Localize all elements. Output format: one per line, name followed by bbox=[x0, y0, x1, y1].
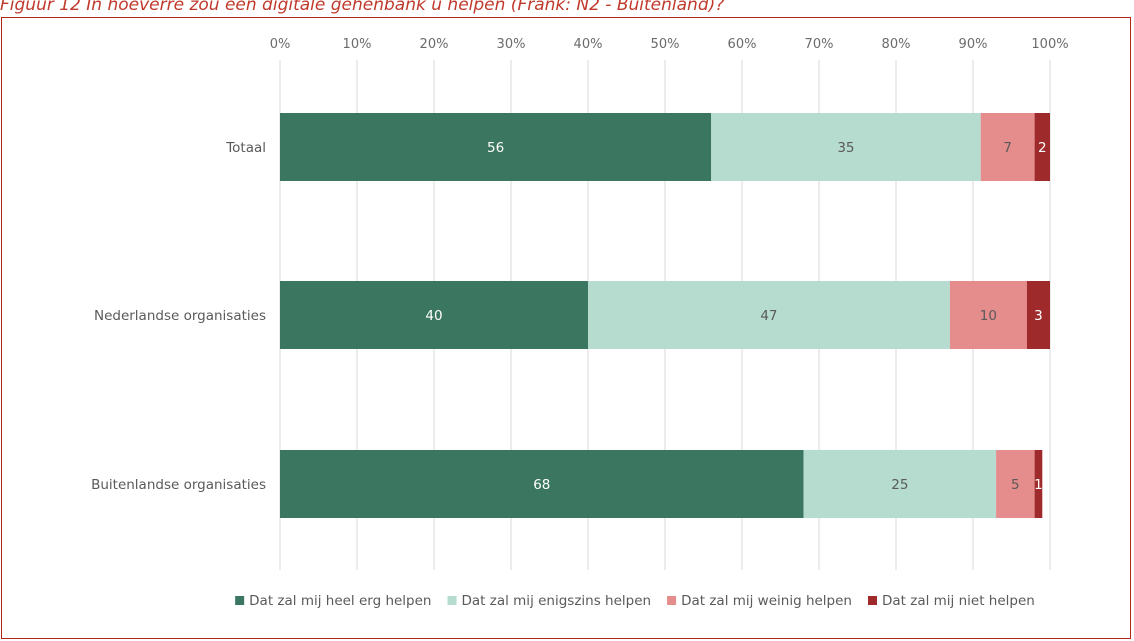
legend-label: Dat zal mij heel erg helpen bbox=[249, 593, 431, 609]
legend-label: Dat zal mij weinig helpen bbox=[681, 593, 852, 609]
figure-caption: Figuur 12 In hoeverre zou een digitale g… bbox=[0, 0, 725, 15]
data-label: 47 bbox=[760, 308, 777, 324]
bar-segment bbox=[996, 450, 1035, 518]
bar-segment bbox=[280, 281, 588, 349]
x-tick-label: 20% bbox=[420, 37, 449, 52]
bar-segment bbox=[980, 113, 1035, 181]
legend: Dat zal mij heel erg helpen Dat zal mij e… bbox=[235, 593, 1035, 609]
legend-swatch bbox=[235, 596, 245, 605]
bar-segment bbox=[1026, 281, 1050, 349]
category-labels: Totaal Nederlandse organisaties Buitenland… bbox=[91, 140, 266, 493]
legend-swatch bbox=[447, 596, 457, 605]
x-tick-label: 40% bbox=[574, 37, 603, 52]
data-label: 68 bbox=[533, 477, 550, 493]
x-tick-label: 0% bbox=[270, 37, 291, 52]
x-tick-label: 100% bbox=[1031, 37, 1068, 52]
x-tick-label: 60% bbox=[728, 37, 757, 52]
category-label: Buitenlandse organisaties bbox=[91, 477, 266, 493]
chart-frame: 0% 10% 20% 30% 40% 50% 60% 70% 80% 90% 100% Totaal… bbox=[1, 17, 1131, 639]
x-tick-label: 70% bbox=[805, 37, 834, 52]
category-label: Totaal bbox=[225, 140, 266, 156]
legend-label: Dat zal mij niet helpen bbox=[882, 593, 1035, 609]
x-tick-label: 10% bbox=[343, 37, 372, 52]
bar-segment bbox=[949, 281, 1027, 349]
legend-item: Dat zal mij weinig helpen bbox=[667, 593, 852, 609]
x-tick-label: 50% bbox=[651, 37, 680, 52]
data-label: 1 bbox=[1034, 477, 1043, 493]
legend-label: Dat zal mij enigszins helpen bbox=[462, 593, 652, 609]
bar-segment bbox=[280, 450, 804, 518]
x-tick-label: 30% bbox=[497, 37, 526, 52]
legend-swatch bbox=[867, 596, 877, 605]
legend-item: Dat zal mij heel erg helpen bbox=[235, 593, 432, 609]
legend-swatch bbox=[667, 596, 677, 605]
data-label: 10 bbox=[980, 308, 997, 324]
x-axis-ticks: 0% 10% 20% 30% 40% 50% 60% 70% 80% 90% 100% bbox=[270, 37, 1069, 52]
bar-segment bbox=[711, 113, 981, 181]
category-label: Nederlandse organisaties bbox=[94, 308, 266, 324]
data-label: 35 bbox=[837, 140, 854, 156]
legend-item: Dat zal mij enigszins helpen bbox=[447, 593, 652, 609]
legend-item: Dat zal mij niet helpen bbox=[867, 593, 1035, 609]
data-label: 3 bbox=[1034, 308, 1043, 324]
data-label: 5 bbox=[1011, 477, 1020, 493]
x-tick-label: 80% bbox=[882, 37, 911, 52]
bar-segment bbox=[1034, 450, 1043, 518]
bar-segment bbox=[588, 281, 950, 349]
data-label: 40 bbox=[425, 308, 442, 324]
bar-segment bbox=[1034, 113, 1050, 181]
stacked-bar-chart: 0% 10% 20% 30% 40% 50% 60% 70% 80% 90% 100% Totaal… bbox=[91, 37, 1069, 609]
x-tick-label: 90% bbox=[959, 37, 988, 52]
bar-segment bbox=[280, 113, 712, 181]
data-label: 7 bbox=[1003, 140, 1012, 156]
data-label: 56 bbox=[487, 140, 504, 156]
data-label: 25 bbox=[891, 477, 908, 493]
bars: 56 35 7 2 40 47 10 3 68 25 5 1 bbox=[280, 113, 1050, 518]
data-label: 2 bbox=[1038, 140, 1047, 156]
bar-segment bbox=[803, 450, 997, 518]
